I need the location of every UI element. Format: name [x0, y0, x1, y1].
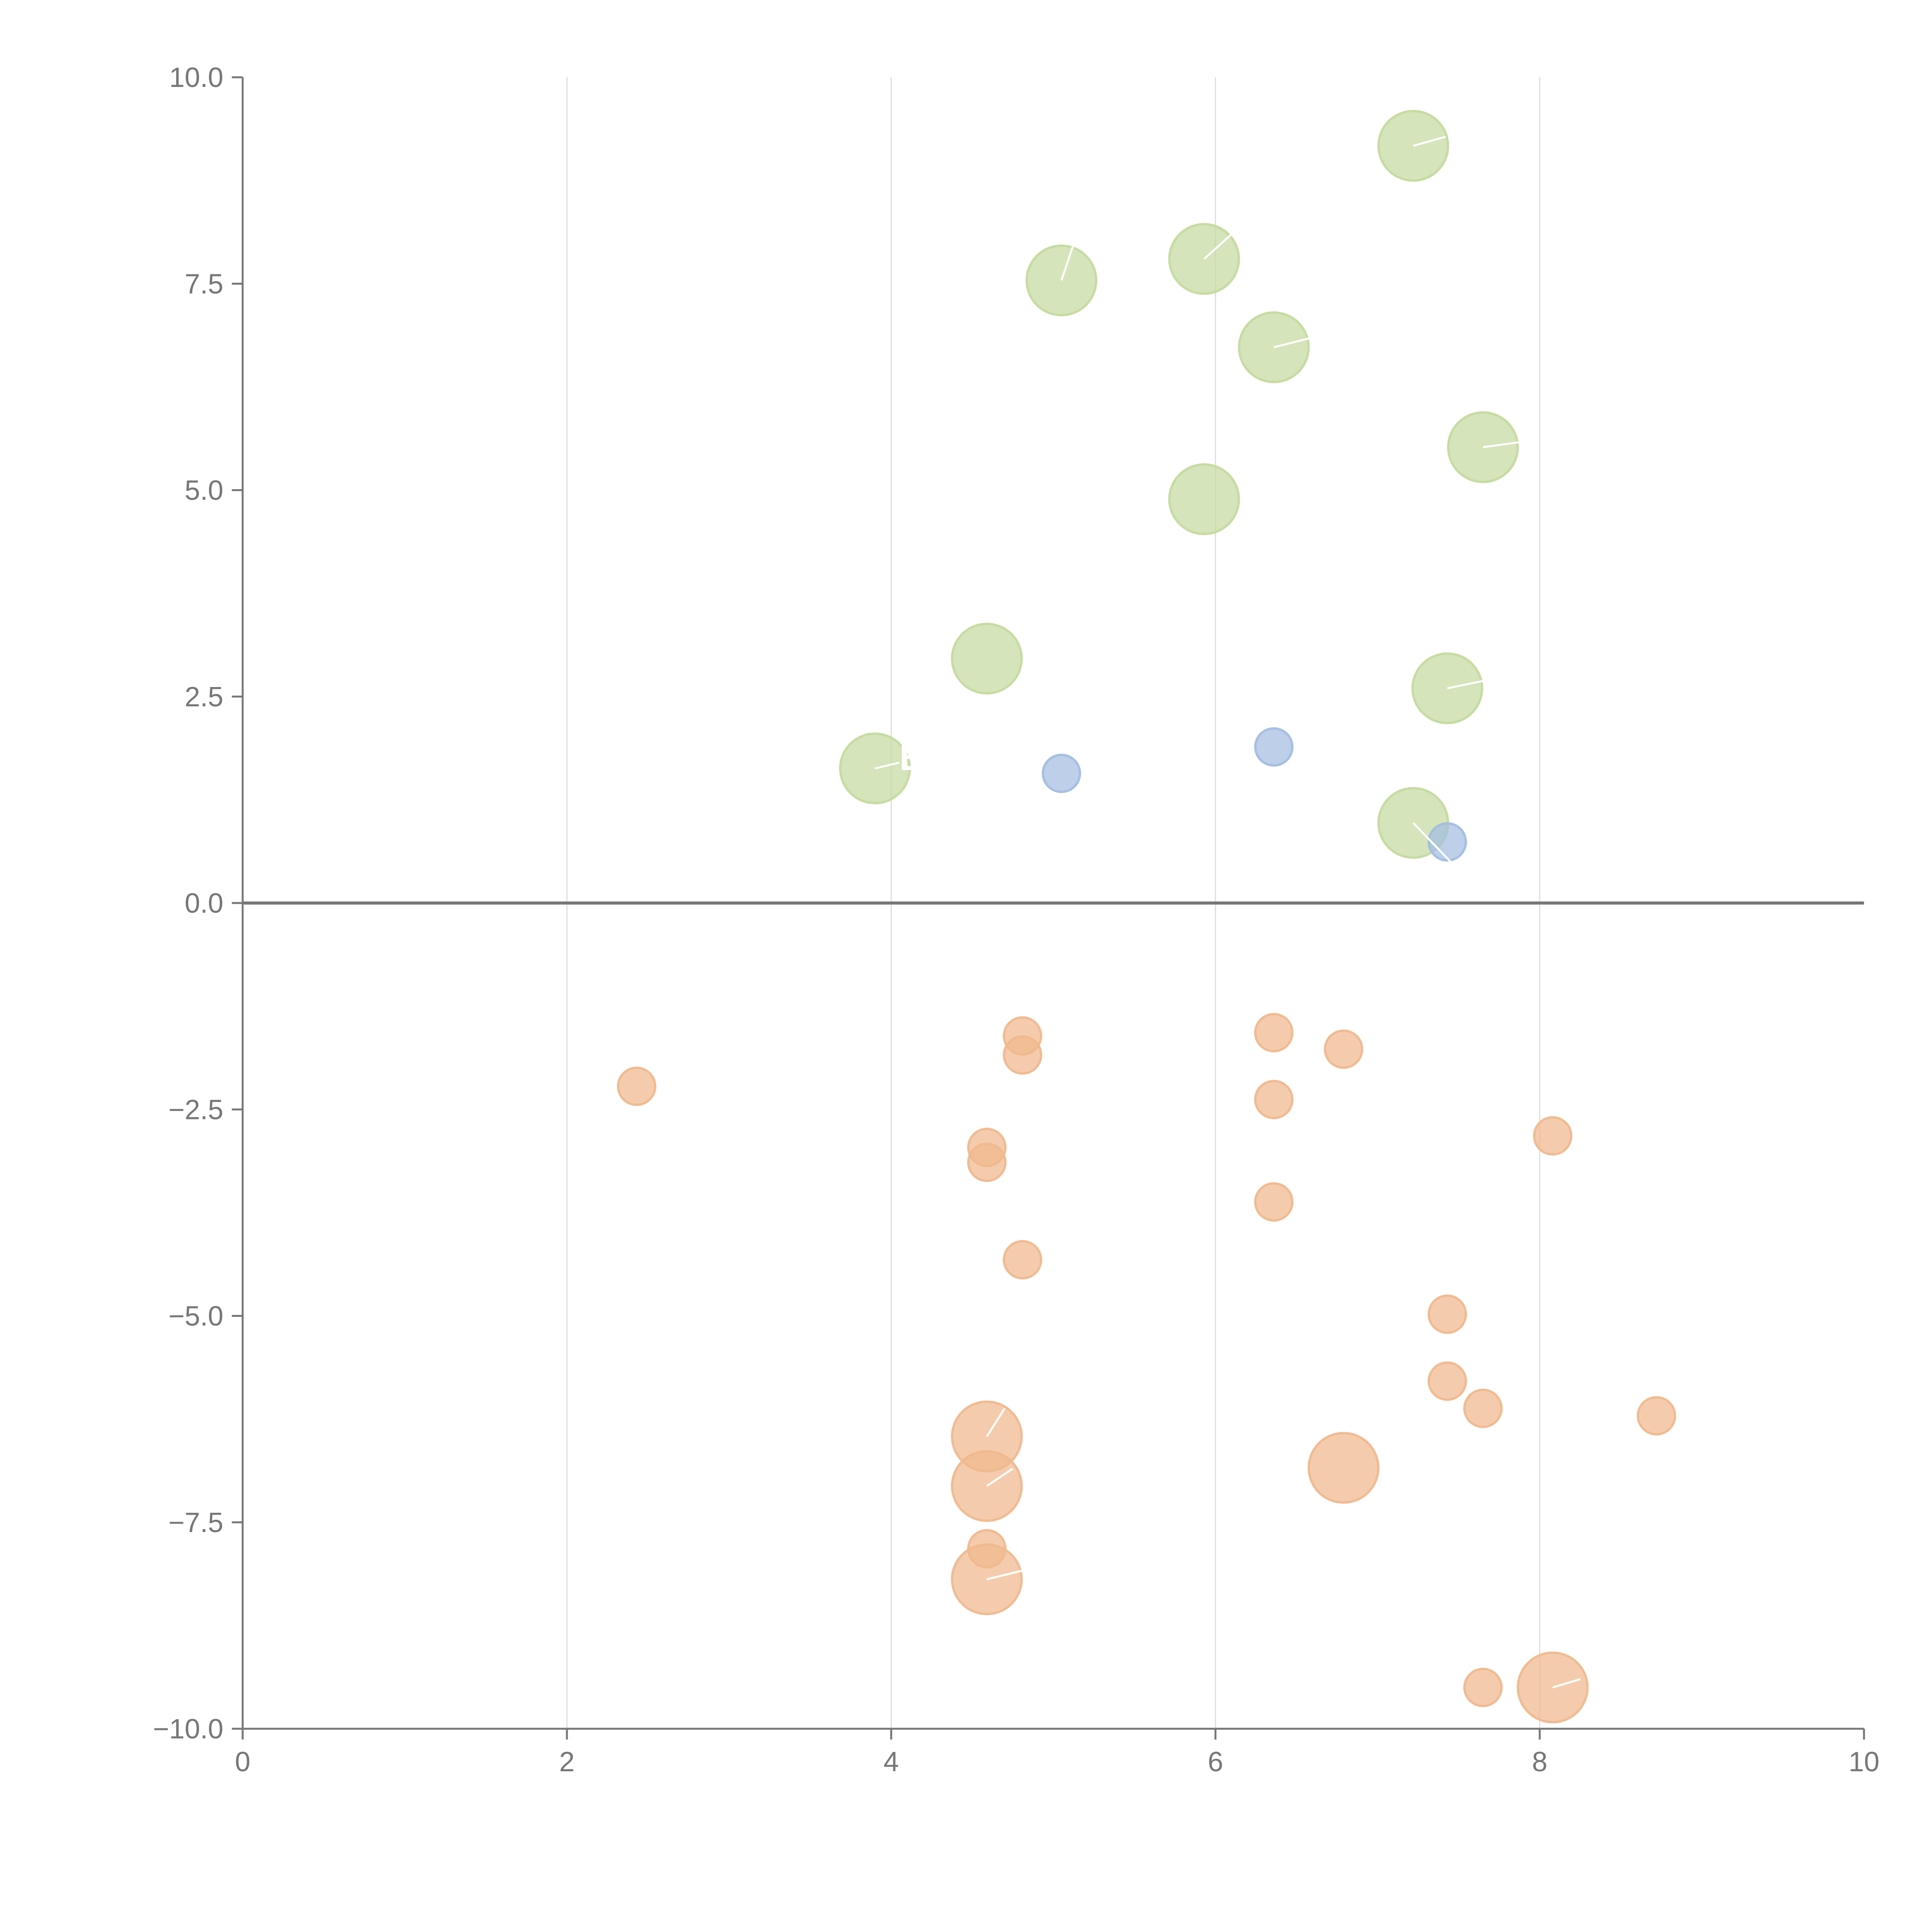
y-tick-label: 5.0	[185, 475, 223, 506]
orange-point-3	[1254, 1013, 1294, 1053]
leader-line-4	[1483, 439, 1532, 448]
orange-point-0	[617, 1066, 656, 1106]
y-tick-label: −7.5	[168, 1507, 223, 1538]
leader-line-8	[986, 1408, 1006, 1437]
axes: 0 2 4 6 8 10 10.0 7.5 5.0 2.5 0.0 −2.5 −5.0 −7.5 −10.0	[153, 62, 1879, 1777]
orange-point-13	[1463, 1388, 1503, 1428]
leader-line-7	[1412, 822, 1451, 862]
orange-point-8	[967, 1143, 1007, 1182]
x-tick-label: 10	[1849, 1747, 1879, 1777]
leader-lines	[874, 136, 1581, 1689]
orange-point-12	[1427, 1361, 1467, 1401]
x-tick-label: 2	[559, 1747, 575, 1777]
point-label-0: B	[899, 737, 926, 778]
orange-point-4	[1324, 1029, 1364, 1069]
x-tick-label: 8	[1532, 1747, 1548, 1777]
leader-line-9	[986, 1468, 1014, 1487]
orange-point-16	[1308, 1432, 1380, 1504]
leader-line-0	[1413, 136, 1446, 147]
orange-point-19	[951, 1543, 1023, 1616]
data-points	[617, 110, 1676, 1724]
point-labels: BA	[899, 737, 1615, 1690]
blue-point-2	[1427, 822, 1467, 862]
x-tick-label: 0	[235, 1747, 250, 1777]
x-tick-label: 4	[883, 1747, 899, 1777]
y-tick-label: 0.0	[185, 888, 223, 919]
leader-line-6	[874, 762, 900, 770]
y-tick-label: 2.5	[185, 682, 223, 713]
green-point-6	[951, 622, 1023, 695]
green-point-5	[1168, 463, 1240, 536]
orange-point-11	[1427, 1294, 1467, 1334]
y-tick-label: 7.5	[185, 269, 223, 299]
orange-point-2	[1003, 1035, 1043, 1075]
blue-point-0	[1041, 753, 1081, 793]
orange-point-9	[1254, 1182, 1294, 1222]
y-tick-label: −10.0	[153, 1714, 223, 1745]
orange-point-5	[1254, 1080, 1294, 1119]
y-tick-label: −5.0	[168, 1301, 223, 1332]
point-label-1: A	[1588, 1649, 1615, 1690]
leader-line-1	[1060, 246, 1074, 281]
orange-point-6	[1533, 1116, 1573, 1156]
orange-point-10	[1003, 1240, 1043, 1280]
x-tick-label: 6	[1208, 1747, 1223, 1777]
leader-line-3	[1274, 336, 1313, 349]
y-tick-label: −2.5	[168, 1094, 223, 1125]
orange-point-14	[1636, 1396, 1676, 1436]
leader-line-5	[1447, 675, 1508, 689]
leader-line-11	[1552, 1678, 1581, 1689]
leader-line-10	[986, 1569, 1025, 1580]
blue-point-1	[1254, 727, 1294, 767]
leader-line-2	[1203, 233, 1233, 260]
y-tick-label: 10.0	[169, 62, 223, 93]
orange-point-20	[1463, 1668, 1503, 1708]
